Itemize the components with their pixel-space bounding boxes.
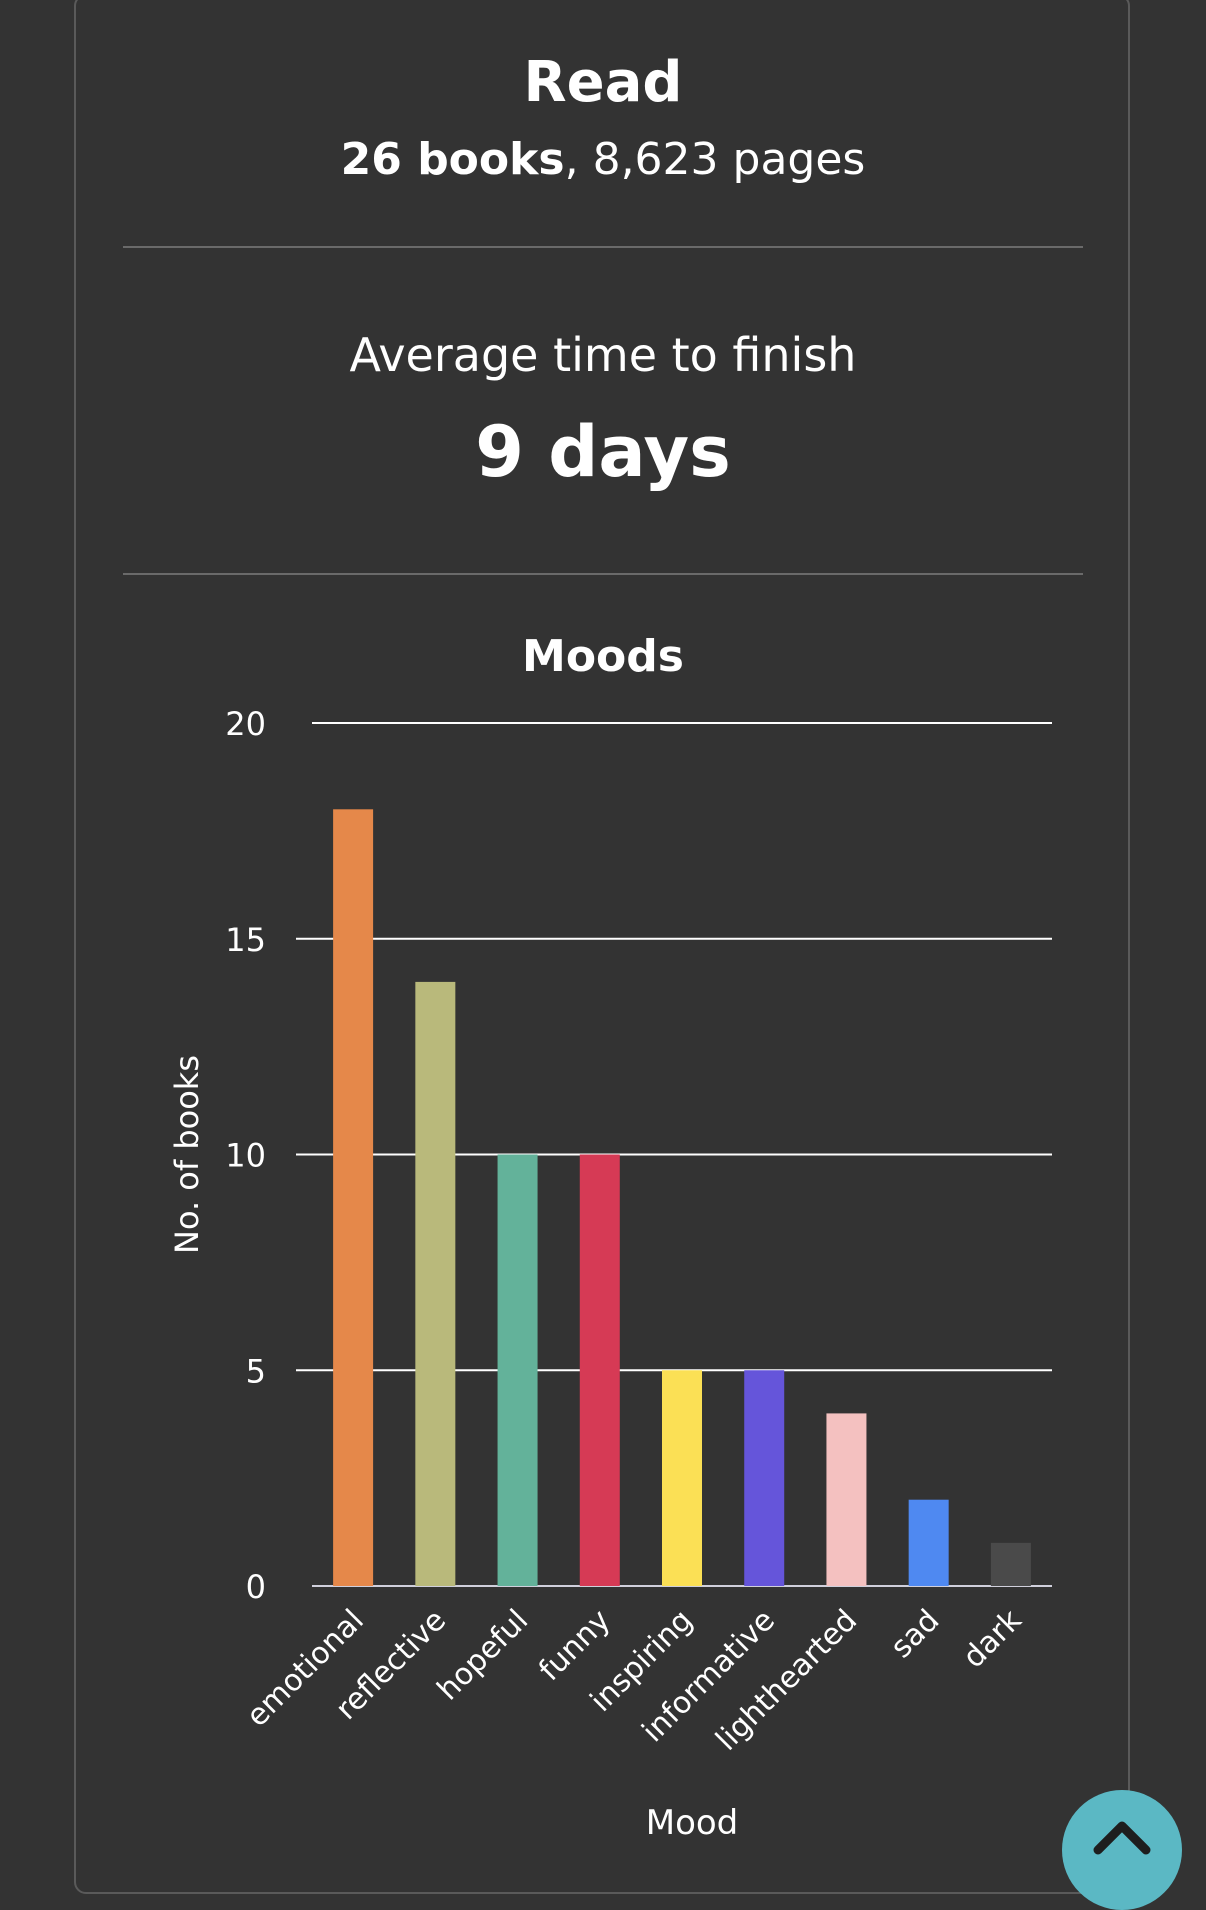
bar-sad xyxy=(908,1499,949,1586)
summary-separator: , xyxy=(564,134,593,185)
chevron-up-icon xyxy=(1093,1821,1151,1855)
bar-reflective xyxy=(415,981,456,1586)
y-axis-label: No. of books xyxy=(168,1055,206,1254)
chart-title: Moods xyxy=(522,631,684,682)
read-summary: 26 books, 8,623 pages xyxy=(0,130,1206,190)
x-axis-label: Mood xyxy=(646,1803,739,1843)
read-title: Read xyxy=(523,50,683,115)
bar-dark xyxy=(990,1542,1031,1586)
y-tick-label: 15 xyxy=(225,921,266,959)
bar-hopeful xyxy=(497,1154,538,1586)
bar-inspiring xyxy=(662,1370,702,1586)
y-tick-label: 5 xyxy=(246,1352,266,1390)
bar-funny xyxy=(579,1154,620,1586)
x-tick-label: hopeful xyxy=(431,1603,535,1707)
x-tick-label: sad xyxy=(884,1603,946,1665)
y-tick-label: 10 xyxy=(225,1137,266,1175)
y-tick-label: 20 xyxy=(225,705,266,743)
bar-lighthearted xyxy=(826,1413,867,1586)
x-tick-label: lighthearted xyxy=(709,1603,864,1758)
pages-count: 8,623 pages xyxy=(592,134,866,185)
average-time-value: 9 days xyxy=(475,411,731,493)
divider xyxy=(123,246,1083,248)
y-tick-label: 0 xyxy=(246,1568,266,1606)
bar-emotional xyxy=(333,809,374,1586)
divider xyxy=(123,573,1083,575)
scroll-to-top-button[interactable] xyxy=(1062,1790,1182,1910)
average-time-label: Average time to finish xyxy=(349,328,857,382)
books-count: 26 books xyxy=(340,134,565,185)
x-tick-label: dark xyxy=(956,1602,1029,1675)
bar-informative xyxy=(744,1370,785,1586)
